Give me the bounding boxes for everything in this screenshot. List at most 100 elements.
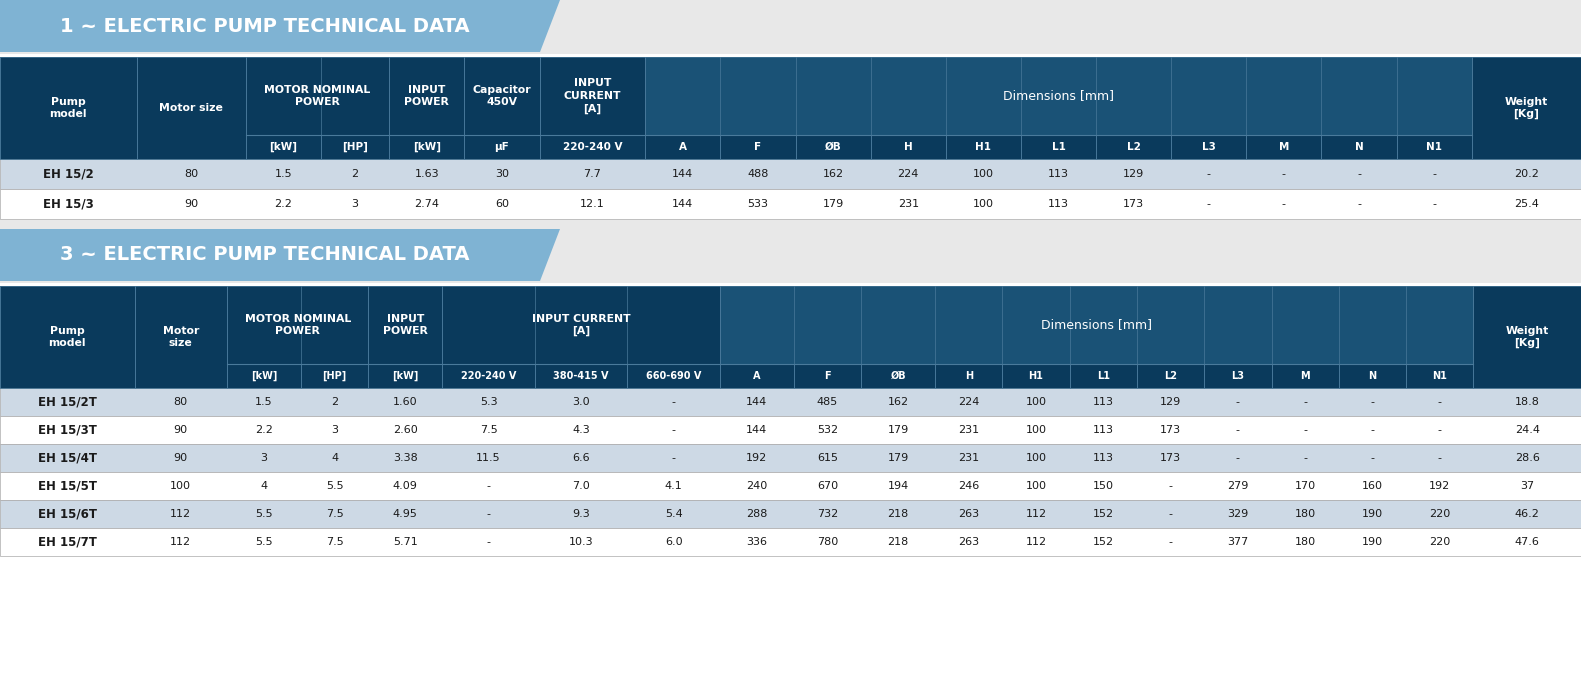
Text: 670: 670 [817,481,838,491]
Text: 3.0: 3.0 [572,397,590,407]
Text: EH 15/2: EH 15/2 [43,168,93,180]
Text: L3: L3 [1232,371,1244,381]
Text: 3: 3 [330,425,338,435]
Text: H1: H1 [975,142,991,152]
Bar [0,472,1581,500]
Text: 11.5: 11.5 [476,453,501,463]
Text: -: - [1282,199,1285,209]
Text: 2.2: 2.2 [255,425,274,435]
Bar [1205,364,1271,388]
Text: 37: 37 [1519,481,1534,491]
Bar [1472,57,1581,159]
Text: 80: 80 [174,397,188,407]
Text: 240: 240 [746,481,767,491]
Text: 46.2: 46.2 [1515,509,1540,519]
Text: 1 ~ ELECTRIC PUMP TECHNICAL DATA: 1 ~ ELECTRIC PUMP TECHNICAL DATA [60,16,470,35]
Text: 218: 218 [887,509,909,519]
Text: 194: 194 [887,481,909,491]
Bar [534,364,628,388]
Text: -: - [1437,453,1442,463]
Text: 5.4: 5.4 [664,509,683,519]
Bar [862,364,934,388]
Bar [539,135,645,159]
Text: 231: 231 [898,199,919,209]
Text: -: - [1432,169,1436,179]
Text: 7.5: 7.5 [326,509,343,519]
Text: 377: 377 [1227,537,1249,547]
Text: 180: 180 [1295,509,1315,519]
Text: 90: 90 [174,453,188,463]
Text: 533: 533 [748,199,768,209]
Text: 5.71: 5.71 [394,537,417,547]
Bar [1396,135,1472,159]
Text: Capacitor
450V: Capacitor 450V [473,85,531,107]
Text: -: - [1432,199,1436,209]
Text: 25.4: 25.4 [1515,199,1538,209]
Text: 488: 488 [748,169,768,179]
Text: L2: L2 [1164,371,1178,381]
Text: -: - [1303,425,1307,435]
Text: 5.5: 5.5 [255,537,274,547]
Text: 180: 180 [1295,537,1315,547]
Text: 220: 220 [1429,537,1450,547]
Text: Weight
[Kg]: Weight [Kg] [1505,326,1549,349]
Text: 112: 112 [171,509,191,519]
Text: 7.5: 7.5 [326,537,343,547]
Text: 218: 218 [887,537,909,547]
Text: 113: 113 [1048,199,1069,209]
Bar [368,364,443,388]
Text: 173: 173 [1160,453,1181,463]
Text: Motor size: Motor size [160,103,223,113]
Text: F: F [754,142,762,152]
Text: 100: 100 [1026,453,1047,463]
Bar [0,57,1581,159]
Text: 732: 732 [817,509,838,519]
Bar [721,135,795,159]
Text: 179: 179 [887,453,909,463]
Bar [0,416,1581,444]
Text: 179: 179 [887,425,909,435]
Text: 190: 190 [1361,537,1383,547]
Bar [1070,364,1137,388]
Bar [443,364,534,388]
Text: 20.2: 20.2 [1515,169,1538,179]
Bar [136,57,247,159]
Text: 100: 100 [972,199,994,209]
Bar [0,528,1581,556]
Text: 532: 532 [817,425,838,435]
Text: 4.95: 4.95 [394,509,417,519]
Text: 47.6: 47.6 [1515,537,1540,547]
Text: 1.5: 1.5 [255,397,274,407]
Bar [0,283,1581,681]
Text: [HP]: [HP] [323,371,346,381]
Bar [0,286,134,388]
Text: L1: L1 [1097,371,1110,381]
Text: 113: 113 [1048,169,1069,179]
Text: ØB: ØB [825,142,841,152]
Text: M: M [1279,142,1289,152]
Text: 100: 100 [1026,425,1047,435]
Text: L1: L1 [1051,142,1066,152]
Text: A: A [678,142,686,152]
Bar [1002,364,1070,388]
Text: 162: 162 [822,169,844,179]
Text: 224: 224 [898,169,919,179]
Text: 113: 113 [1092,453,1115,463]
Bar [228,364,300,388]
Text: -: - [1371,397,1374,407]
Text: 5.5: 5.5 [326,481,343,491]
Bar [228,286,368,364]
Bar [300,364,368,388]
Text: -: - [1236,425,1240,435]
Text: 90: 90 [174,425,188,435]
Text: 24.4: 24.4 [1515,425,1540,435]
Bar [0,57,136,159]
Text: -: - [1206,169,1211,179]
Bar [539,57,645,135]
Text: 336: 336 [746,537,767,547]
Text: MOTOR NOMINAL
POWER: MOTOR NOMINAL POWER [245,314,351,336]
Text: 5.3: 5.3 [479,397,498,407]
Text: [kW]: [kW] [413,142,441,152]
Text: -: - [487,481,490,491]
Bar [719,286,1473,364]
